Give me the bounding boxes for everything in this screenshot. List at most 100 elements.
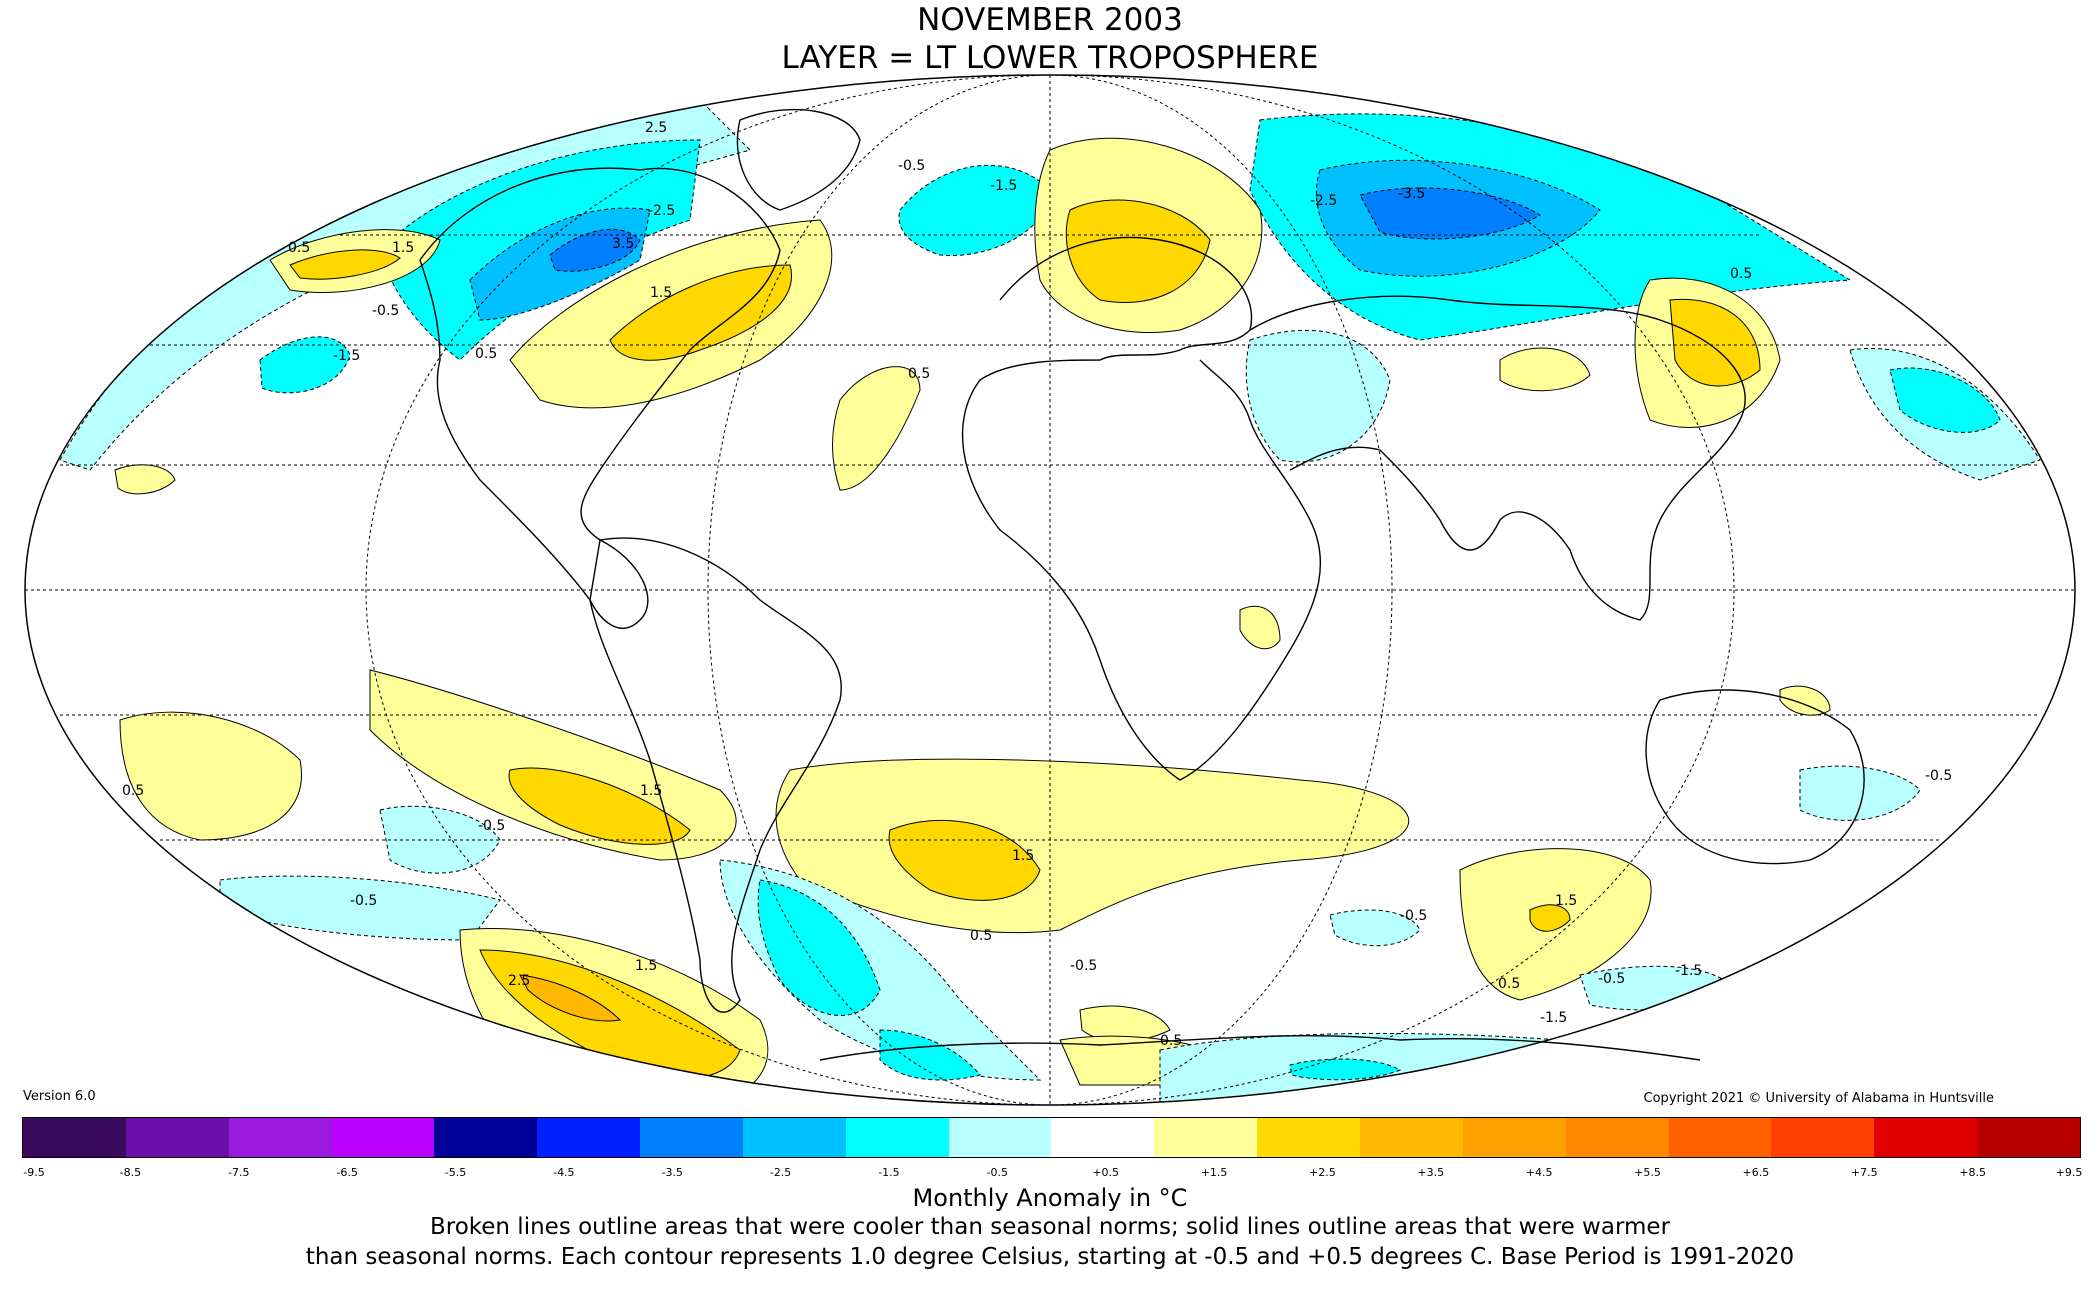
cool-region [1889,367,2001,433]
warm-region [289,249,401,280]
map-title: NOVEMBER 2003 [917,2,1183,38]
color-scale-tick-label: +2.5 [1309,1166,1336,1179]
warm-region [519,974,622,1022]
color-scale-tick-label: +8.5 [1959,1166,1986,1179]
warm-region [1065,199,1211,303]
color-scale-segment [1154,1118,1258,1157]
europe-africa-outline [961,236,1322,781]
color-scale-tick-label: -8.5 [119,1166,142,1179]
cool-region [898,164,1051,257]
cool-region [1799,765,1921,821]
contour-label: 0.5 [1498,976,1520,992]
warm-region [1669,298,1761,387]
legend-units-label: Monthly Anomaly in °C [912,1184,1188,1212]
contour-label: -1.5 [333,348,360,364]
contour-label: 1.5 [635,958,657,974]
color-scale-tick-label: -3.5 [661,1166,683,1179]
color-scale-tick-label: -5.5 [444,1166,467,1179]
copyright-label: Copyright 2021 © University of Alabama i… [1643,1091,1994,1106]
color-scale-tick-label: +6.5 [1742,1166,1770,1179]
contour-label: -1.5 [1540,1010,1567,1026]
contour-label: 0.5 [122,783,144,799]
contour-label: -0.5 [350,893,377,909]
color-scale-segment [1359,1118,1463,1157]
color-scale-segment [742,1118,846,1157]
cool-region [379,805,501,874]
cool-region [1245,329,1391,463]
anomaly-map: 2.5 0.5 1.5 -0.5 3.5 1.5 -1.5 0.5 -2.5 -… [24,74,2076,1106]
warm-region [1529,904,1571,932]
contour-label: -0.5 [1598,971,1625,987]
contour-label: 1.5 [1555,893,1577,909]
cool-region [549,228,641,272]
cool-region [1359,187,1541,240]
contour-label: -0.5 [478,818,505,834]
coastlines [419,108,1865,1061]
south-america-outline [589,537,842,1013]
cool-region [259,336,351,394]
cool-region [879,1029,981,1081]
color-scale-tick-label: +9.5 [2055,1166,2083,1179]
warm-region [1239,605,1281,650]
warm-region [1499,347,1591,392]
contour-label: 0.5 [1160,1033,1182,1049]
contour-label: 1.5 [1012,848,1034,864]
contour-labels: 2.5 0.5 1.5 -0.5 3.5 1.5 -1.5 0.5 -2.5 -… [122,120,1952,1049]
contour-label: 0.5 [908,366,930,382]
contour-label: 0.5 [1730,266,1752,282]
legend-note-line-1: Broken lines outline areas that were coo… [429,1214,1671,1240]
contour-label: -2.5 [1310,193,1337,209]
color-scale-tick-label: -0.5 [986,1166,1009,1179]
contour-label: 1.5 [640,783,662,799]
color-scale-segment [948,1118,1052,1157]
asia-outline [1249,295,1746,621]
contour-label: 3.5 [612,236,634,252]
color-scale-segment [1668,1118,1772,1157]
warm-region [119,711,302,841]
contour-label: -0.5 [1925,768,1952,784]
color-scale-segment [331,1118,435,1157]
greenland-outline [736,108,861,211]
color-scale-segment [228,1118,332,1157]
contour-label: -0.5 [372,303,399,319]
color-scale-segment [1565,1118,1669,1157]
contour-label: 2.5 [645,120,667,136]
color-scale-tick-label: -4.5 [553,1166,575,1179]
color-scale-tick-label: +1.5 [1200,1166,1228,1179]
color-scale-segment [537,1118,641,1157]
color-scale-segment [1874,1118,1978,1157]
warm-region [1779,685,1831,716]
color-scale-tick-label: -2.5 [769,1166,792,1179]
color-scale-segment [434,1118,538,1157]
warm-region [832,366,921,491]
globe-border [24,74,2076,1106]
color-scale-segment [1462,1118,1566,1157]
color-scale-ticks: -9.5 -8.5 -7.5 -6.5 -5.5 -4.5 -3.5 -2.5 -1.5 -0.5… [22,1166,2083,1182]
color-scale-segment [1257,1118,1360,1157]
color-scale-tick-label: -1.5 [878,1166,900,1179]
warm-region [508,767,691,845]
color-scale-segment [640,1118,743,1157]
color-scale-tick-label: +4.5 [1525,1166,1553,1179]
color-scale-tick-label: +5.5 [1634,1166,1661,1179]
contour-label: 1.5 [392,240,414,256]
contour-label: 1.5 [650,285,672,301]
color-scale-segment [125,1118,229,1157]
color-scale-tick-label: +0.5 [1092,1166,1120,1179]
legend-note-line-2: than seasonal norms. Each contour repres… [305,1244,1795,1270]
color-scale-segment [1051,1118,1155,1157]
contour-label: 2.5 [508,973,530,989]
antarctica-outline [819,1035,1701,1061]
color-scale-tick-label: +7.5 [1850,1166,1878,1179]
color-scale-segment [845,1118,949,1157]
contour-label: -3.5 [1398,186,1425,202]
north-america-outline [419,167,781,629]
color-scale-tick-label: -6.5 [336,1166,358,1179]
contour-label: 0.5 [288,240,310,256]
color-scale-bar [22,1117,2081,1158]
cool-region [1329,909,1421,947]
color-scale-tick-label: +3.5 [1417,1166,1445,1179]
color-scale-tick-label: -9.5 [23,1166,45,1179]
australia-outline [1645,689,1865,865]
contour-label: -1.5 [990,178,1017,194]
